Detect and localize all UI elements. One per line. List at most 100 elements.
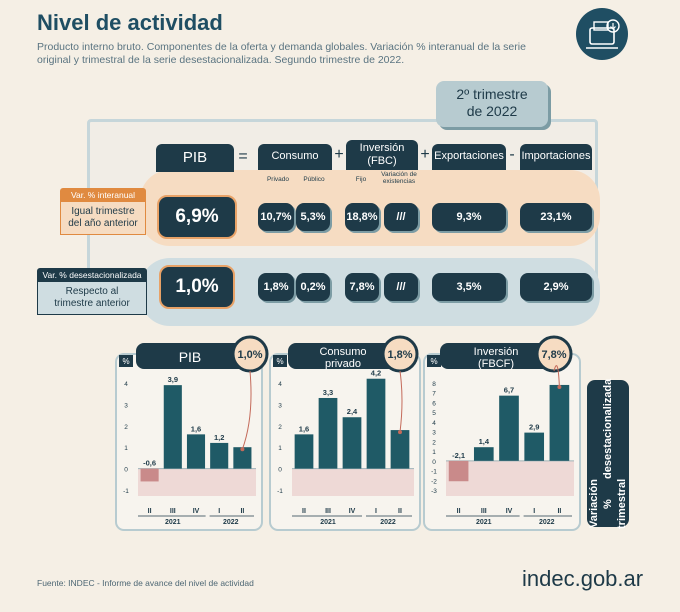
equals-sign: = (238, 148, 248, 165)
chart3-bar-2 (499, 395, 519, 461)
variacion-line2: existencias (382, 178, 416, 185)
chart3-bar-3 (524, 432, 545, 461)
plus-sign-1: + (334, 146, 344, 163)
chart3-ytick-0: -3 (431, 488, 437, 495)
chart1-xtick-0: II (148, 508, 152, 515)
chart2-bar-label-0: 1,6 (299, 424, 309, 433)
quarter-line2: de 2022 (466, 103, 518, 119)
chart3-bar-label-1: 1,4 (479, 437, 490, 446)
chart2-title-line1: Consumo (319, 346, 366, 358)
chart3-ytick-6: 3 (432, 430, 436, 437)
source-note: Fuente: INDEC - Informe de avance del ni… (37, 578, 254, 588)
publico-interanual-value: 5,3% (296, 203, 330, 231)
fijo-desest-value: 7,8% (345, 273, 379, 301)
chart1-bar-1 (163, 385, 182, 469)
chart1-connector (241, 370, 252, 450)
row-desc-desest-line2: trimestre anterior (54, 298, 130, 309)
side-label-box (587, 380, 629, 527)
chart3-bar-1 (473, 447, 494, 461)
row-tag-desest: Var. % desestacionalizada (37, 268, 147, 282)
quarter-line1: 2º trimestre (456, 86, 528, 102)
chart1-ytick-1: 0 (124, 467, 128, 474)
chart3-bar-label-2: 6,7 (504, 386, 514, 395)
variacion-desest-value: /// (384, 273, 418, 301)
side-label-text: Variación % trimestral desestacionalizad… (587, 378, 629, 528)
chart1-ytick-5: 4 (124, 381, 128, 388)
chart3-ytick-5: 2 (432, 439, 436, 446)
money-icon (586, 19, 620, 49)
publico-desest-value: 0,2% (296, 273, 330, 301)
chart2-bar-4 (390, 430, 410, 469)
chart3-xtick-4: II (557, 508, 561, 515)
chart2-title-box (288, 343, 410, 369)
chart2-bar-label-2: 2,4 (347, 407, 358, 416)
chart2-title-line2: privado (325, 358, 361, 370)
exportaciones-header: Exportaciones (432, 144, 506, 170)
row-desc-desest-line1: Respecto al (65, 286, 119, 297)
chart2-ylabel-box (273, 355, 287, 367)
chart3-ylabel: % (430, 357, 437, 366)
chart2-ytick-4: 3 (278, 402, 282, 409)
variacion-line1: Variación de (381, 171, 417, 178)
chart1-connector-dot (240, 447, 245, 452)
privado-desest-value: 1,8% (258, 273, 294, 301)
chart3-xtick-1: III (481, 508, 487, 515)
chart2-xtick-0: II (302, 508, 306, 515)
row-tag-interanual: Var. % interanual (60, 188, 146, 202)
chart1-ytick-2: 1 (124, 445, 128, 452)
chart1-bar-label-0: -0,6 (143, 459, 156, 468)
chart3-ylabel-box (427, 355, 441, 367)
chart1-bar-2 (186, 434, 206, 469)
chart2-ytick-2: 1 (278, 445, 282, 452)
chart2-negative-zone (292, 468, 414, 496)
pib-interanual-value: 6,9% (157, 195, 237, 239)
inversion-variacion-label: Variación de existencias (378, 171, 420, 185)
chart1-bar-0 (140, 468, 159, 482)
chart2-badge-value: 1,8% (387, 349, 412, 361)
row-desc-interanual-line2: del año anterior (68, 218, 138, 229)
chart3-ytick-1: -2 (431, 478, 437, 485)
quarter-label: 2º trimestre de 2022 (436, 81, 548, 127)
chart1-xtick-4: II (240, 508, 244, 515)
inversion-fijo-label: Fijo (355, 176, 367, 183)
chart3-xtick-0: II (457, 508, 461, 515)
chart2-ytick-5: 4 (278, 381, 282, 388)
chart2-xtick-3: I (375, 508, 377, 515)
chart1-xtick-3: I (218, 508, 220, 515)
pib-desest-value: 1,0% (159, 265, 235, 309)
chart3-year-1: 2021 (476, 519, 492, 526)
row-desc-desest: Respecto al trimestre anterior (37, 281, 147, 315)
chart1-bar-4 (233, 447, 252, 469)
chart1-ytick-4: 3 (124, 402, 128, 409)
chart3-ytick-2: -1 (431, 469, 437, 476)
chart2-bar-1 (318, 397, 338, 469)
chart2-bar-3 (366, 378, 386, 469)
indec-logo (576, 8, 628, 60)
chart2-xtick-1: III (325, 508, 331, 515)
chart3-ytick-9: 6 (432, 400, 436, 407)
chart3-ytick-7: 4 (432, 420, 436, 427)
privado-interanual-value: 10,7% (258, 203, 294, 231)
chart1-bar-3 (210, 442, 229, 469)
side-label-line2: desestacionalizada (602, 378, 614, 479)
exportaciones-interanual-value: 9,3% (432, 203, 506, 231)
chart2-bar-label-1: 3,3 (323, 388, 333, 397)
chart3-ytick-11: 8 (432, 381, 436, 388)
chart2-bar-label-3: 4,2 (371, 369, 381, 378)
brand-url[interactable]: indec.gob.ar (522, 566, 644, 591)
chart1-title-box (136, 343, 260, 369)
page-title: Nivel de actividad (37, 10, 223, 35)
row-desc-interanual-line1: Igual trimestre (71, 206, 135, 217)
importaciones-desest-value: 2,9% (520, 273, 592, 301)
plus-sign-2: + (420, 146, 430, 163)
chart2-bar-2 (342, 417, 362, 469)
consumo-publico-label: Público (303, 176, 325, 183)
chart1-year-1: 2021 (165, 519, 181, 526)
chart2-year-1: 2021 (320, 519, 336, 526)
chart3-badge-value: 7,8% (541, 349, 566, 361)
chart3-ytick-3: 0 (432, 459, 436, 466)
chart3-title-line2: (FBCF) (478, 358, 514, 370)
chart3-bar-4 (549, 384, 570, 461)
inversion-line1: Inversión (359, 142, 405, 154)
